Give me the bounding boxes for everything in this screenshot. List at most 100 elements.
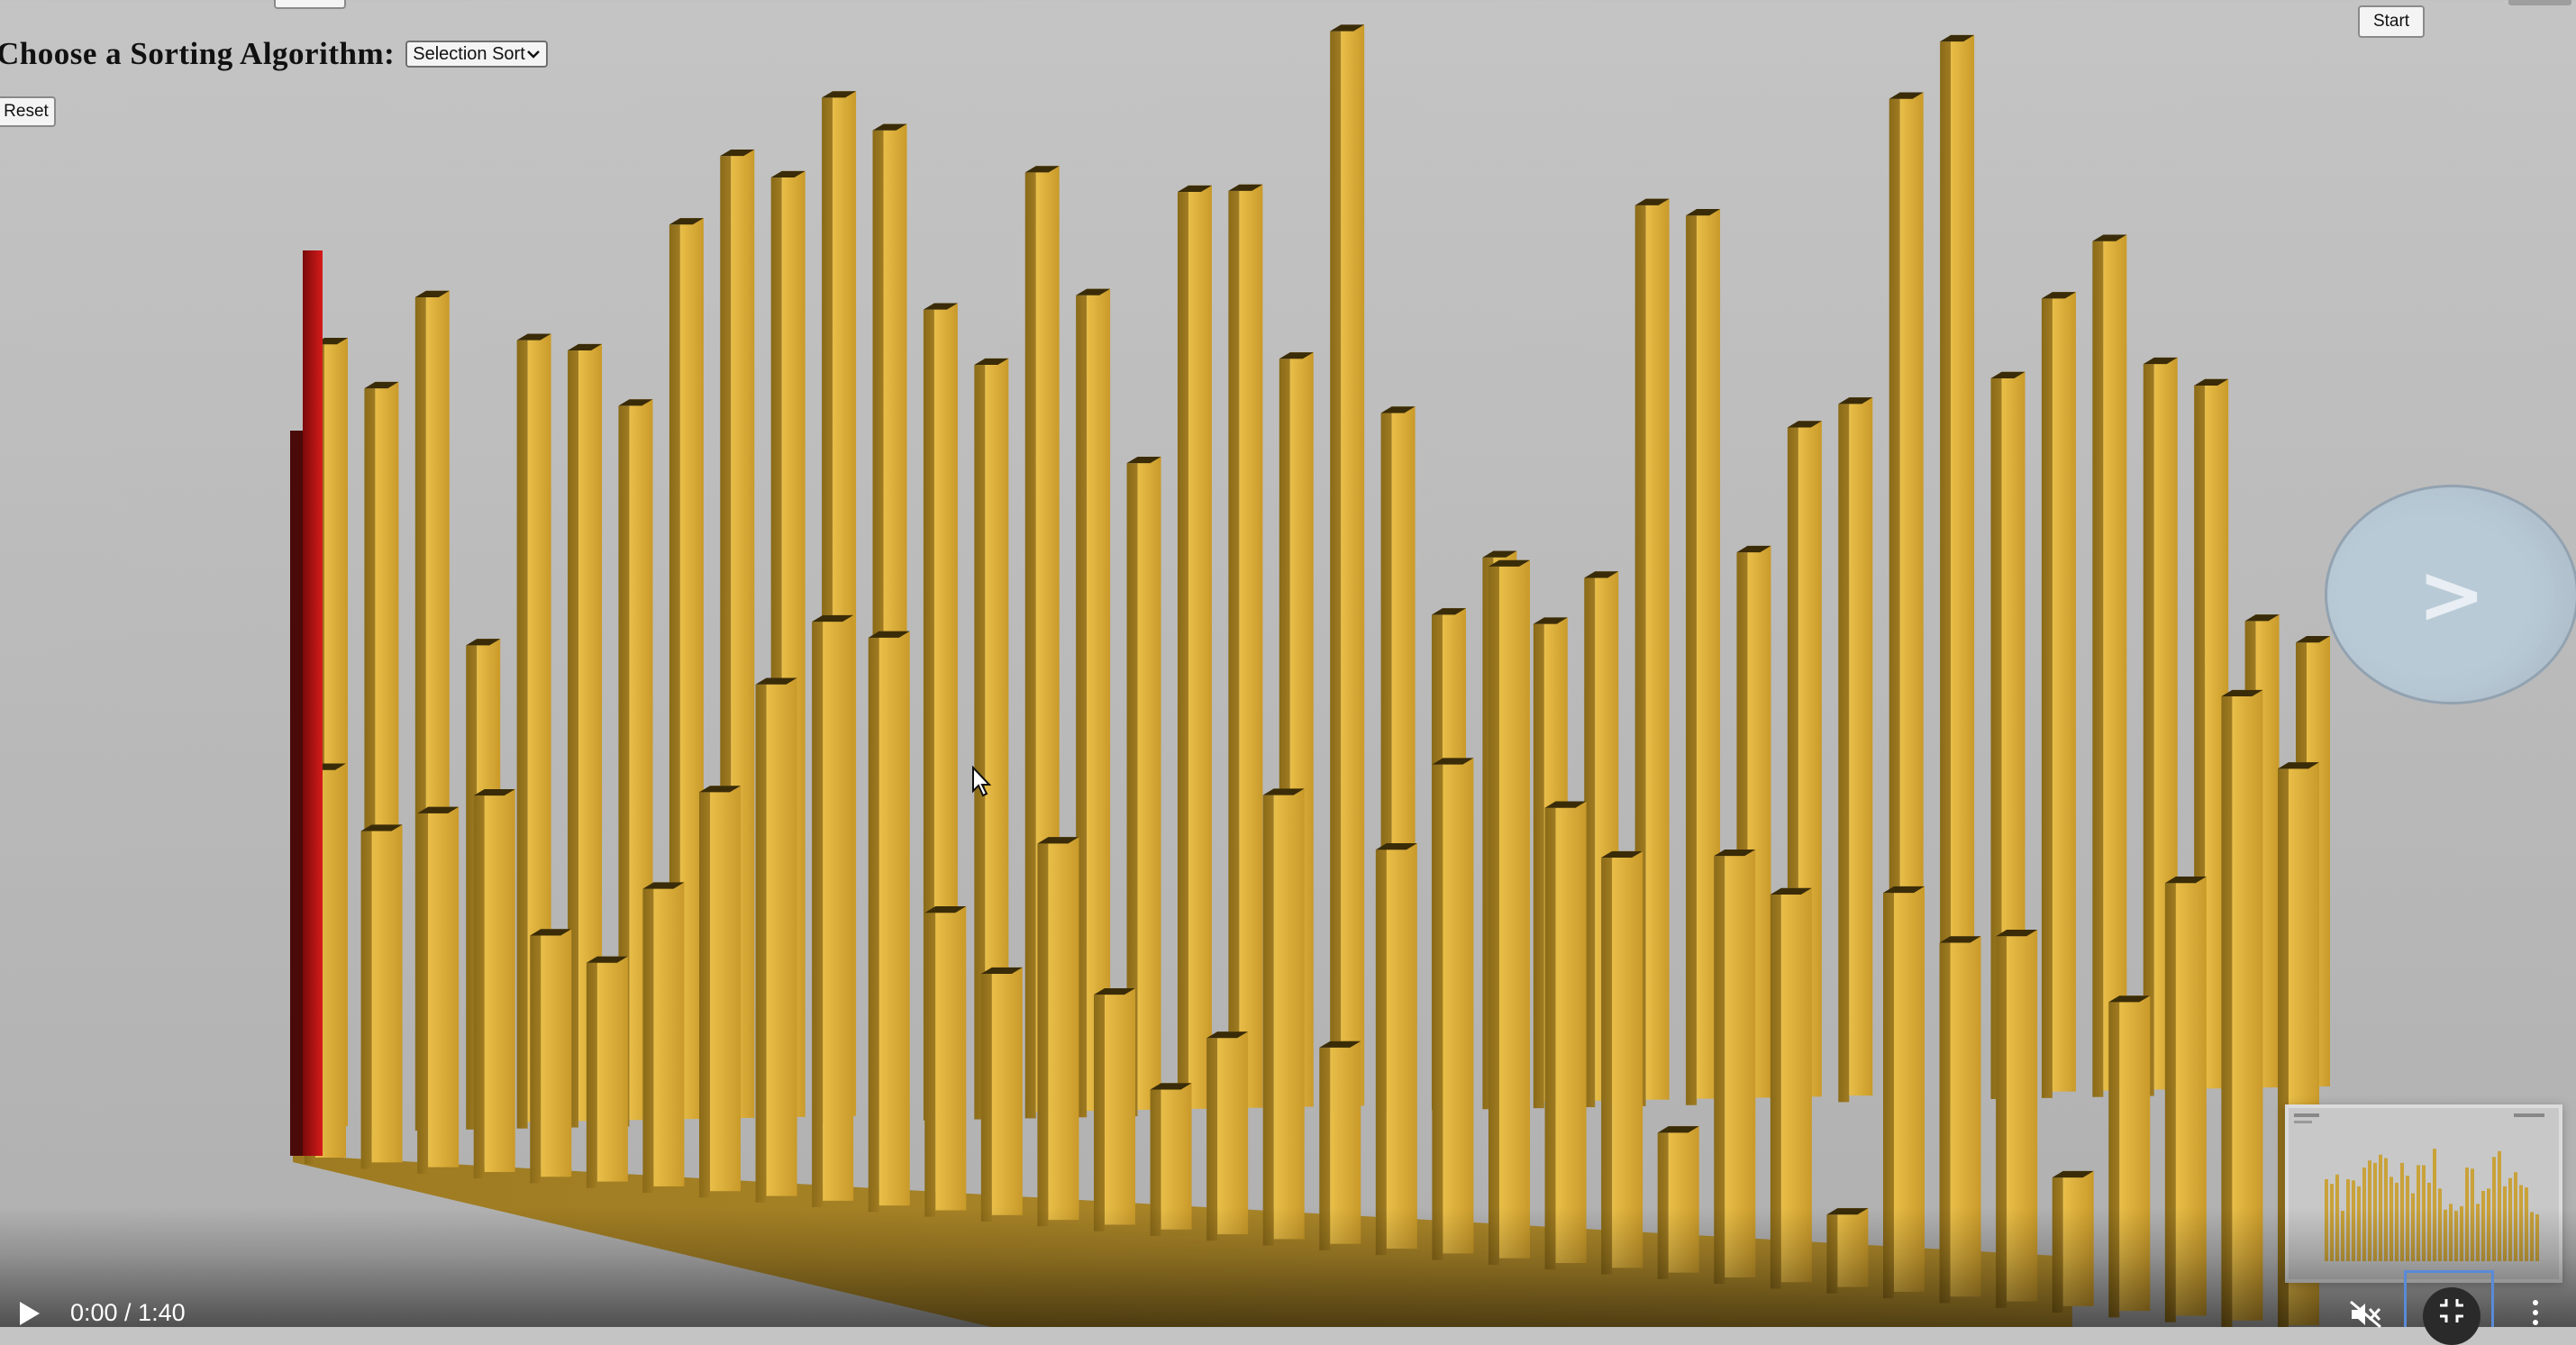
front-bar-face <box>1105 987 1135 1225</box>
front-bar-top <box>868 631 910 638</box>
front-bar-20 <box>1375 843 1417 1256</box>
back-bar-face <box>1849 397 1873 1096</box>
back-bar-top <box>1126 456 1161 464</box>
back-bar-face <box>1188 185 1212 1109</box>
muted-speaker-icon[interactable] <box>2350 1301 2382 1328</box>
back-bar-top <box>1634 198 1670 205</box>
back-bar-35 <box>2041 292 2076 1098</box>
start-button[interactable]: Start <box>2358 5 2425 38</box>
front-bar-top <box>2052 1170 2094 1178</box>
front-bar-top <box>1996 930 2038 937</box>
back-bar-top <box>770 170 806 178</box>
back-bar-top <box>1380 406 1415 413</box>
back-bar-top <box>1838 397 1873 404</box>
front-bar-top <box>2108 995 2151 1003</box>
front-bar-side <box>1037 843 1049 1227</box>
front-bar-top <box>1939 936 1981 943</box>
back-bar-face <box>1645 198 1670 1100</box>
reset-button[interactable]: Reset <box>0 96 56 127</box>
front-bar-6 <box>586 956 628 1188</box>
front-bar-top <box>1262 788 1305 795</box>
back-bar-side <box>1990 377 2002 1099</box>
front-bar-face <box>1217 1031 1249 1235</box>
front-bar-side <box>1544 807 1556 1270</box>
mouse-pointer-icon <box>972 766 992 797</box>
front-bar-side <box>1883 893 1894 1299</box>
front-bar-side <box>1375 850 1387 1256</box>
more-options-icon[interactable] <box>2528 1299 2543 1326</box>
back-bar-top <box>2194 378 2229 386</box>
front-bar-face <box>878 631 910 1206</box>
front-bar-11 <box>868 631 910 1213</box>
front-bar-top <box>473 788 515 796</box>
front-bar-top <box>1544 801 1587 808</box>
back-bar-top <box>568 343 603 351</box>
back-bar-side <box>516 340 528 1129</box>
front-bar-22 <box>1488 559 1530 1265</box>
top-toolbar-button[interactable] <box>274 0 346 9</box>
front-bar-side <box>868 637 879 1213</box>
back-bar-top <box>618 399 653 406</box>
thumbnail-bar <box>2498 1150 2501 1261</box>
front-bar-face <box>1443 758 1474 1254</box>
front-bar-face <box>1386 843 1417 1250</box>
back-bar-17 <box>1126 456 1161 1117</box>
highlighted-bar-face <box>303 250 323 1156</box>
back-bar-top <box>872 123 907 131</box>
back-bar-side <box>1838 404 1850 1103</box>
front-bar-top <box>360 824 403 832</box>
back-bar-top <box>1686 209 1721 216</box>
front-bar-9 <box>755 677 797 1203</box>
front-bar-face <box>823 614 854 1201</box>
next-step-button[interactable]: > <box>2325 485 2576 704</box>
front-bar-18 <box>1262 788 1305 1246</box>
front-bar-face <box>1612 850 1643 1268</box>
back-bar-side <box>1533 623 1544 1109</box>
front-bar-side <box>699 792 710 1198</box>
thumbnail-bar <box>2433 1149 2436 1261</box>
front-bar-top <box>642 882 685 889</box>
front-bar-side <box>530 935 542 1184</box>
front-bar-top <box>1657 1126 1699 1133</box>
front-bar-12 <box>924 906 967 1217</box>
back-bar-21 <box>1330 24 1365 1113</box>
front-bar-10 <box>812 614 854 1208</box>
front-bar-face <box>1161 1083 1192 1230</box>
back-bar-side <box>618 405 630 1127</box>
exit-fullscreen-button[interactable] <box>2404 1270 2494 1345</box>
front-bar-top <box>1037 837 1079 844</box>
front-bar-side <box>1488 566 1499 1265</box>
back-bar-top <box>720 149 755 157</box>
front-bar-7 <box>642 882 685 1194</box>
front-bar-top <box>755 677 797 685</box>
back-bar-top <box>2041 292 2076 299</box>
play-icon[interactable] <box>18 1301 41 1326</box>
front-bar-side <box>1206 1038 1218 1241</box>
back-bar-top <box>923 303 958 310</box>
back-bar-side <box>1177 192 1188 1116</box>
back-bar-side <box>974 365 986 1120</box>
front-bar-top <box>2221 689 2263 697</box>
front-bar-side <box>1601 858 1613 1275</box>
front-bar-top <box>1150 1083 1192 1090</box>
front-bar-top <box>1770 887 1812 895</box>
front-bar-side <box>360 831 372 1169</box>
front-bar-top <box>1094 987 1135 995</box>
front-bar-5 <box>530 929 572 1184</box>
algorithm-select[interactable]: Selection Sort <box>405 41 549 68</box>
front-bar-17 <box>1206 1031 1249 1241</box>
back-bar-top <box>1228 184 1263 191</box>
front-bar-21 <box>1432 758 1474 1260</box>
back-bar-face <box>1137 456 1161 1110</box>
front-bar-face <box>371 824 403 1163</box>
video-time-display: 0:00 / 1:40 <box>70 1299 186 1326</box>
back-bar-top <box>2296 636 2330 643</box>
front-bar-top <box>1432 758 1474 765</box>
highlighted-bar-side <box>290 431 305 1156</box>
front-bar-top <box>2278 762 2319 769</box>
video-control-bar <box>0 1207 2576 1327</box>
back-bar-top <box>974 358 1009 366</box>
front-bar-14 <box>1037 837 1079 1227</box>
back-bar-side <box>1330 31 1342 1113</box>
back-bar-top <box>1432 608 1467 615</box>
